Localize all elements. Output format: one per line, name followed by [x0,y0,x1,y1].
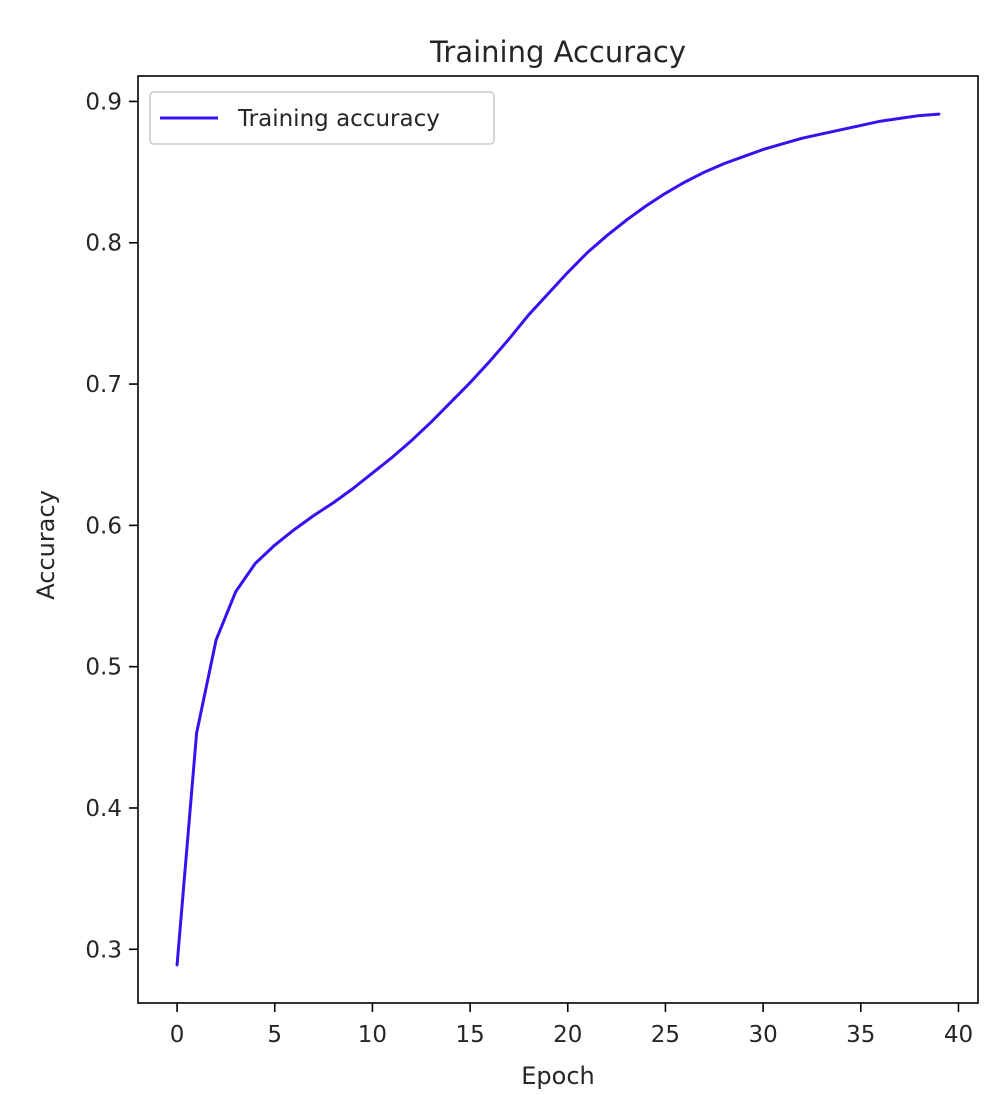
legend-entry-label: Training accuracy [237,106,440,132]
chart-title: Training Accuracy [429,35,686,69]
x-tick-label: 0 [170,1022,185,1048]
plot-area: 0 5 10 15 20 25 30 35 40 0.3 0.4 0.5 0.6 0.7 0.8 0.9 Tra… [85,75,979,1048]
x-tick-label: 5 [267,1022,282,1048]
x-tick-label: 15 [455,1022,484,1048]
x-tick-label: 35 [846,1022,875,1048]
x-axis-label: Epoch [521,1062,595,1090]
y-tick-label: 0.9 [85,89,122,115]
legend: Training accuracy [149,91,495,145]
y-tick-label: 0.8 [85,231,122,257]
series-line [175,112,941,967]
y-tick-label: 0.3 [85,937,122,963]
legend-box [149,91,495,145]
y-tick-label: 0.4 [85,796,122,822]
y-tick-label: 0.7 [85,372,122,398]
x-tick-label: 25 [651,1022,680,1048]
x-tick-label: 20 [553,1022,582,1048]
plot-frame [137,75,979,1004]
y-tick-label: 0.5 [85,655,122,681]
x-tick-label: 40 [944,1022,973,1048]
y-axis-label: Accuracy [32,490,60,600]
x-tick-label: 10 [358,1022,387,1048]
x-tick-label: 30 [748,1022,777,1048]
y-tick-label: 0.6 [85,513,122,539]
